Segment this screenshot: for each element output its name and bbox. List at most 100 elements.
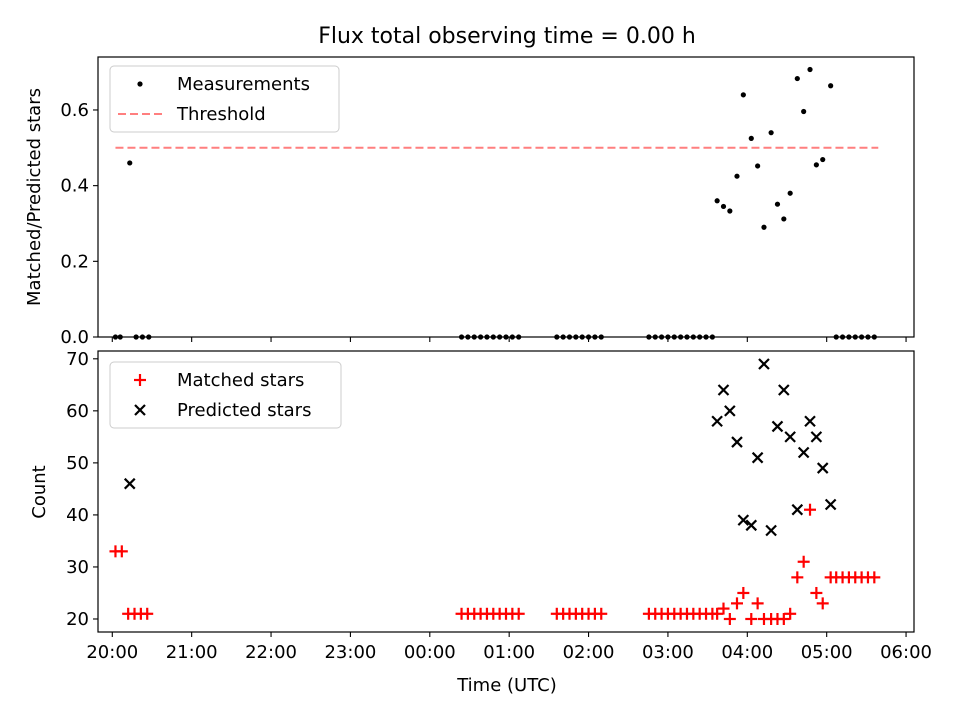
bottom-x-ticks: 20:00 21:00 22:00 23:00 00:00 01:00 02:00 03:00… xyxy=(86,632,932,663)
measurement-point xyxy=(127,160,133,166)
legend-measurements-marker xyxy=(137,81,143,87)
predicted-marker-stroke xyxy=(810,431,823,443)
matched-star-point xyxy=(711,607,724,620)
matched-star-point xyxy=(141,607,154,620)
chart-title: Flux total observing time = 0.00 h xyxy=(318,24,696,49)
measurement-point xyxy=(665,334,671,340)
predicted-marker-stroke xyxy=(711,415,723,428)
x-tick-label: 20:00 xyxy=(86,642,138,663)
measurement-point xyxy=(490,334,496,340)
legend-predicted-label: Predicted stars xyxy=(177,400,311,421)
matched-star-point xyxy=(512,607,525,620)
matched-star-point xyxy=(791,571,804,584)
predicted-star-point xyxy=(816,462,829,474)
predicted-marker-stroke xyxy=(784,431,796,443)
predicted-marker-stroke xyxy=(797,446,810,459)
measurement-point xyxy=(678,334,684,340)
measurement-point xyxy=(774,201,781,207)
predicted-star-point xyxy=(810,431,823,443)
predicted-star-point xyxy=(824,498,837,511)
x-tick-label: 05:00 xyxy=(801,642,853,663)
x-tick-label: 03:00 xyxy=(642,642,694,663)
measurement-point xyxy=(579,334,585,340)
bottom-legend-frame xyxy=(109,361,342,429)
measurement-point xyxy=(585,334,592,340)
matched-star-point xyxy=(730,597,743,610)
predicted-marker-stroke xyxy=(824,498,837,511)
measurement-point xyxy=(833,334,839,340)
predicted-star-point xyxy=(737,514,750,526)
measurement-point xyxy=(139,334,146,340)
predicted-star-point xyxy=(731,436,743,448)
predicted-star-point xyxy=(745,519,758,532)
bottom-plot-area xyxy=(97,350,915,633)
y-tick-label: 0.2 xyxy=(60,251,89,272)
predicted-marker-stroke xyxy=(737,514,750,526)
measurement-point xyxy=(734,173,740,179)
predicted-star-point xyxy=(758,358,770,370)
measurement-point xyxy=(477,334,484,340)
top-y-ticks: 0.0 0.2 0.4 0.6 xyxy=(60,100,98,348)
measurement-point xyxy=(652,334,658,340)
measurement-point xyxy=(720,203,727,210)
measurement-point xyxy=(714,198,720,204)
predicted-marker-stroke xyxy=(758,358,770,370)
matched-star-point xyxy=(797,555,810,568)
measurement-point xyxy=(727,208,733,214)
bottom-legend: Matched stars Predicted stars xyxy=(109,361,342,429)
measurement-point xyxy=(871,334,877,340)
legend-predicted-marker xyxy=(134,404,146,416)
predicted-star-point xyxy=(784,431,796,443)
measurement-point xyxy=(458,334,465,340)
matched-star-point xyxy=(784,607,797,620)
legend-matched-label: Matched stars xyxy=(177,370,304,391)
top-y-axis-label: Matched/Predicted stars xyxy=(24,88,45,306)
measurement-point xyxy=(859,334,865,340)
legend-measurements-label: Measurements xyxy=(177,74,310,95)
matched-star-point xyxy=(751,597,764,610)
y-tick-label: 0.4 xyxy=(60,176,89,197)
predicted-star-point xyxy=(751,451,764,464)
predicted-marker-stroke xyxy=(745,519,758,532)
measurement-point xyxy=(781,216,787,222)
predicted-star-point xyxy=(797,446,810,459)
predicted-star-point xyxy=(123,477,136,490)
predicted-marker-stroke xyxy=(816,462,829,474)
measurement-point xyxy=(684,334,690,340)
measurement-point xyxy=(598,334,604,340)
predicted-marker-stroke xyxy=(778,384,790,396)
matched-star-point xyxy=(115,545,128,558)
matched-star-point xyxy=(745,612,758,625)
y-tick-label: 0.0 xyxy=(60,327,89,348)
measurement-point xyxy=(761,224,767,230)
measurement-point xyxy=(133,334,139,340)
matched-star-point xyxy=(810,586,823,599)
top-legend-frame xyxy=(109,65,340,133)
top-legend: Measurements Threshold xyxy=(109,65,340,133)
predicted-star-point xyxy=(771,420,784,433)
top-data-marks xyxy=(112,66,879,340)
measurement-point xyxy=(828,83,834,89)
measurement-point xyxy=(566,334,573,340)
predicted-marker-stroke xyxy=(731,436,743,448)
predicted-marker-stroke xyxy=(717,384,730,396)
measurement-point xyxy=(592,334,598,340)
measurement-point xyxy=(112,334,119,340)
measurement-point xyxy=(852,334,858,340)
legend-matched-marker xyxy=(134,374,146,386)
measurement-point xyxy=(709,334,715,340)
x-tick-label: 00:00 xyxy=(404,642,456,663)
x-tick-label: 23:00 xyxy=(324,642,376,663)
measurement-point xyxy=(671,334,677,340)
x-tick-label: 01:00 xyxy=(483,642,535,663)
bottom-data-marks xyxy=(109,358,881,625)
measurement-point xyxy=(554,334,560,340)
predicted-star-point xyxy=(717,384,730,396)
bottom-y-ticks: 20 30 40 50 60 70 xyxy=(66,349,98,630)
matched-star-point xyxy=(868,571,881,584)
predicted-star-point xyxy=(765,524,777,537)
measurement-point xyxy=(794,75,800,82)
predicted-star-point xyxy=(804,415,816,428)
measurement-point xyxy=(787,190,793,196)
measurement-point xyxy=(820,156,826,163)
